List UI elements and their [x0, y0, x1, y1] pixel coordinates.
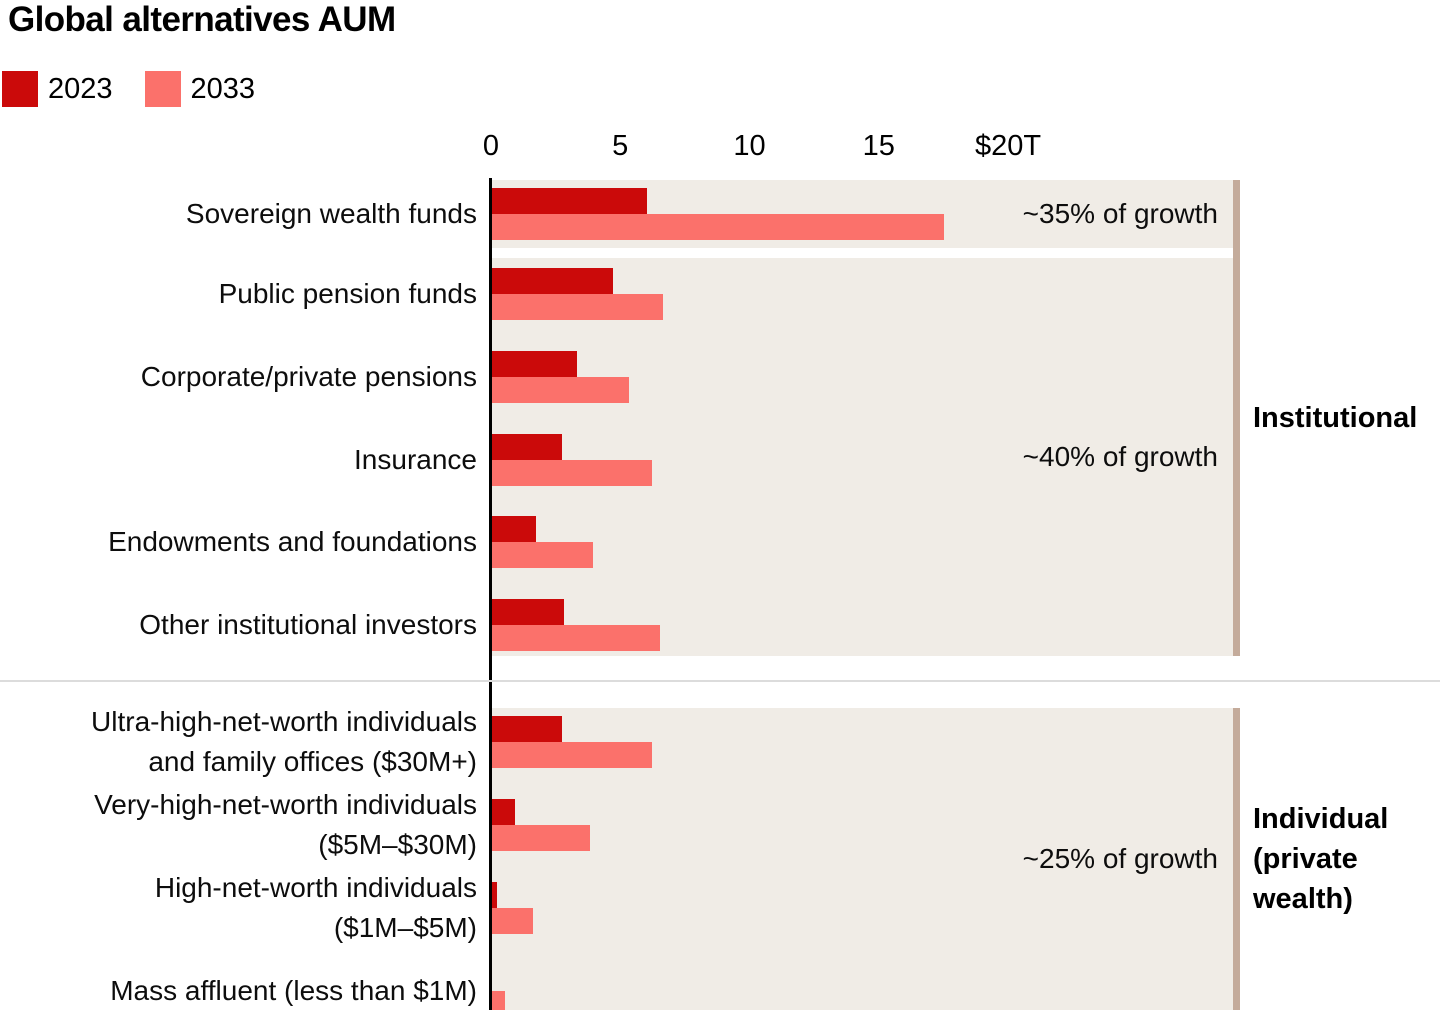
x-axis-tick: 5	[612, 130, 629, 162]
group-label: Individual (private wealth)	[1253, 803, 1389, 915]
x-axis-tick: $20T	[974, 130, 1042, 162]
category-label: Other institutional investors	[139, 609, 477, 641]
bar-2023	[492, 799, 516, 825]
category-label: Public pension funds	[218, 278, 477, 309]
bar-2033	[492, 294, 663, 320]
bar-2023	[492, 716, 562, 742]
legend: 2023 2033	[2, 71, 287, 107]
bar-2023	[492, 882, 498, 908]
bar-2023	[492, 516, 536, 543]
plot-band	[492, 708, 1233, 1010]
x-axis-tick: 10	[733, 130, 766, 162]
category-label: Very-high-net-worth individuals ($5M–$30…	[94, 789, 477, 860]
plot-band	[492, 258, 1233, 656]
growth-annotation: ~40% of growth	[1022, 441, 1218, 472]
bar-2033	[492, 459, 653, 486]
right-edge-bar	[1233, 180, 1240, 656]
category-label: High-net-worth individuals ($1M–$5M)	[154, 872, 477, 943]
plot-band	[492, 180, 1233, 248]
bar-2023	[492, 268, 614, 294]
bar-2033	[492, 908, 534, 934]
legend-label-2033: 2033	[190, 72, 256, 105]
bar-2033	[492, 625, 661, 652]
bar-2023	[492, 599, 565, 626]
category-label: Endowments and foundations	[108, 526, 477, 558]
category-label: Ultra-high-net-worth individuals and fam…	[91, 706, 477, 777]
right-edge-bar	[1233, 708, 1240, 1010]
x-axis-tick: 15	[862, 130, 895, 162]
legend-swatch-2023	[2, 71, 38, 107]
bar-2023	[492, 350, 578, 377]
category-label: Corporate/private pensions	[140, 360, 477, 392]
bar-2033	[492, 825, 591, 851]
y-axis-line	[489, 178, 492, 1010]
bar-2023	[492, 188, 648, 214]
growth-annotation: ~25% of growth	[1022, 843, 1218, 874]
bar-2033	[492, 542, 593, 569]
section-divider	[0, 680, 1440, 682]
category-label: Mass affluent (less than $1M)	[110, 975, 477, 1006]
bar-2033	[492, 214, 945, 240]
bar-2033	[492, 376, 629, 403]
group-label: Institutional	[1253, 402, 1418, 434]
bar-2033	[492, 742, 653, 768]
category-label: Insurance	[354, 443, 477, 475]
growth-annotation: ~35% of growth	[1022, 198, 1218, 229]
bar-2033	[492, 991, 505, 1010]
legend-label-2023: 2023	[48, 72, 113, 105]
bar-2023	[492, 433, 562, 460]
x-axis-tick: 0	[482, 130, 500, 162]
chart-title: Global alternatives AUM	[8, 0, 396, 39]
legend-swatch-2033	[144, 71, 181, 107]
category-label: Sovereign wealth funds	[185, 198, 477, 229]
